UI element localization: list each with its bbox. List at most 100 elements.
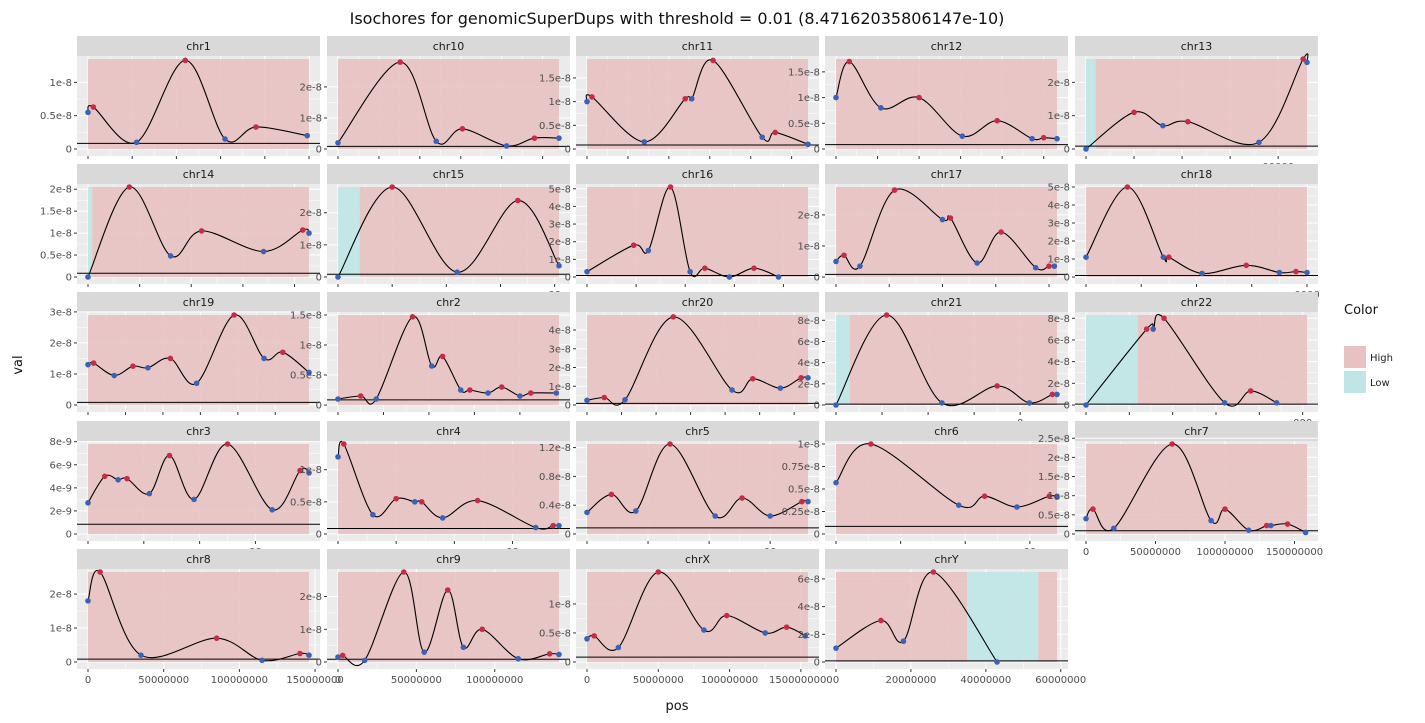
facet-panels: chr100.5e-81e-8chr1001e-82e-8chr1100.5e-… bbox=[40, 36, 1323, 686]
point-low bbox=[1054, 391, 1060, 398]
point-high bbox=[589, 94, 595, 100]
point-low bbox=[261, 355, 267, 362]
facet-strip-label: chr7 bbox=[1184, 425, 1209, 438]
point-low bbox=[485, 390, 491, 396]
y-tick-label: 0 bbox=[66, 401, 72, 412]
y-tick-label: 4e-9 bbox=[50, 483, 73, 494]
point-high bbox=[751, 265, 757, 271]
point-high bbox=[479, 626, 485, 633]
facet-strip bbox=[825, 421, 1068, 441]
point-low bbox=[411, 499, 418, 505]
y-tick-label: 1.5e-8 bbox=[1038, 472, 1070, 483]
point-high bbox=[994, 117, 1000, 124]
region-high bbox=[338, 315, 559, 405]
point-high bbox=[101, 473, 108, 480]
y-tick-label: 1e-8 bbox=[300, 240, 323, 251]
point-low bbox=[1273, 400, 1280, 406]
y-tick-label: 2e-8 bbox=[1048, 379, 1071, 390]
point-high bbox=[947, 215, 954, 221]
y-tick-label: 0.25e-8 bbox=[782, 507, 820, 518]
y-tick-label: 0 bbox=[565, 145, 571, 156]
point-low bbox=[641, 139, 648, 145]
point-high bbox=[515, 197, 521, 204]
point-low bbox=[306, 652, 312, 659]
facet-strip-label: chr5 bbox=[685, 425, 710, 438]
y-tick-label: 0 bbox=[565, 530, 571, 541]
facet-strip-label: chr15 bbox=[433, 168, 465, 181]
x-tick-label: 1500000000 bbox=[769, 675, 833, 686]
y-tick-label: 4e-8 bbox=[798, 358, 821, 369]
point-high bbox=[409, 314, 416, 320]
point-low bbox=[729, 387, 735, 393]
x-tick-label: 100000000 bbox=[211, 675, 268, 686]
facet-chr10: chr10 0 1e-8 2e-8 bbox=[300, 36, 570, 159]
facet-strip-label: chr20 bbox=[682, 296, 714, 309]
y-tick-label: 0 bbox=[316, 530, 322, 541]
point-low bbox=[532, 524, 539, 531]
point-high bbox=[1046, 493, 1053, 500]
point-low bbox=[138, 652, 144, 659]
point-low bbox=[959, 133, 966, 139]
region-high bbox=[836, 444, 1057, 534]
legend-label-high: High bbox=[1370, 353, 1393, 364]
y-tick-label: 5e-8 bbox=[1048, 183, 1071, 194]
facet-chr16: chr16 0 1e-8 2e-8 3e-8 4e-8 5e-8 bbox=[549, 164, 819, 287]
y-tick-label: 0 bbox=[814, 145, 820, 156]
point-low bbox=[701, 627, 707, 633]
point-high bbox=[702, 265, 708, 271]
facet-chr9: chr9 0 1e-8 2e-8 0 50000000 100000000 bbox=[300, 549, 570, 686]
facet-chr11: chr11 0 0.5e-8 1e-8 1.5e-8 bbox=[539, 36, 819, 159]
point-low bbox=[433, 138, 440, 145]
point-low bbox=[584, 268, 590, 275]
point-high bbox=[981, 493, 988, 500]
point-low bbox=[145, 364, 151, 371]
y-tick-label: 0 bbox=[814, 273, 820, 284]
point-low bbox=[584, 635, 590, 642]
facet-strip bbox=[77, 421, 320, 441]
region-high bbox=[587, 572, 808, 662]
x-tick-label: 100000000 bbox=[701, 675, 758, 686]
point-high bbox=[439, 353, 446, 360]
point-high bbox=[846, 58, 853, 65]
point-low bbox=[361, 657, 368, 664]
point-low bbox=[335, 396, 341, 402]
point-high bbox=[655, 569, 662, 575]
point-low bbox=[1054, 135, 1060, 142]
density-curve bbox=[337, 571, 560, 667]
region-high bbox=[338, 59, 559, 149]
point-low bbox=[974, 260, 980, 266]
point-high bbox=[994, 383, 1000, 389]
point-low bbox=[556, 262, 562, 269]
point-high bbox=[749, 375, 756, 382]
point-low bbox=[428, 363, 435, 369]
y-tick-label: 0 bbox=[814, 530, 820, 541]
point-low bbox=[1110, 525, 1117, 532]
point-high bbox=[891, 187, 898, 193]
point-low bbox=[373, 396, 379, 402]
facet-strip-label: chr13 bbox=[1181, 40, 1213, 53]
facet-strip bbox=[825, 36, 1068, 56]
point-low bbox=[457, 387, 464, 393]
point-low bbox=[556, 135, 562, 141]
facet-strip bbox=[825, 549, 1068, 569]
y-tick-label: 1.5e-8 bbox=[40, 207, 72, 218]
y-tick-label: 0.5e-8 bbox=[788, 485, 820, 496]
point-high bbox=[546, 651, 553, 657]
point-high bbox=[418, 499, 425, 505]
y-tick-label: 1e-8 bbox=[300, 625, 323, 636]
point-high bbox=[667, 184, 674, 190]
chart-title: Isochores for genomicSuperDups with thre… bbox=[350, 9, 1005, 28]
facet-strip bbox=[576, 549, 819, 569]
point-low bbox=[259, 657, 265, 664]
point-high bbox=[297, 650, 303, 657]
point-high bbox=[798, 375, 804, 381]
density-curve bbox=[1085, 186, 1308, 275]
facet-strip-label: chr4 bbox=[436, 425, 461, 438]
point-low bbox=[584, 397, 590, 404]
point-high bbox=[841, 252, 847, 259]
y-tick-label: 2e-8 bbox=[798, 210, 821, 221]
